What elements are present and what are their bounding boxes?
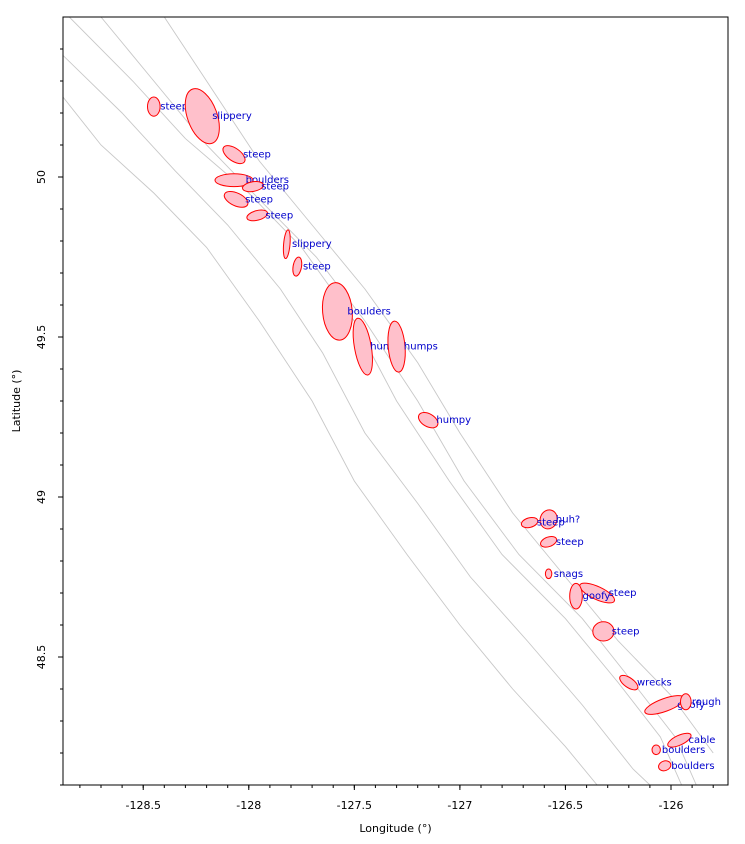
- hazard-zone-goofy: [569, 582, 583, 610]
- hazard-zone-boulders: [321, 282, 353, 341]
- hazard-zone-label: humpy: [436, 415, 471, 426]
- hazard-zone-label: steep: [261, 182, 289, 193]
- hazard-zone-steep: [579, 582, 616, 604]
- hazard-zone-label: humpy: [370, 342, 405, 353]
- y-axis-title: Latitude (°): [10, 370, 23, 433]
- x-tick-label: -126: [659, 799, 684, 812]
- hazard-zone-label: goofy: [583, 591, 611, 602]
- depth-contour-line: [63, 96, 598, 785]
- hazard-zone-label: wrecks: [637, 678, 672, 689]
- depth-contour-line: [163, 17, 714, 754]
- x-tick-label: -126.5: [548, 799, 583, 812]
- hazard-zone-humpy: [417, 412, 439, 429]
- x-tick-label: -128.5: [125, 799, 160, 812]
- hazard-zone-steep: [520, 516, 539, 529]
- hazard-zone-steep: [246, 209, 269, 222]
- hazard-zone-steep: [242, 181, 264, 193]
- hazard-zone-label: steep: [245, 194, 273, 205]
- hazard-zone-slippery: [282, 229, 291, 260]
- hazard-zone-label: steep: [612, 626, 640, 637]
- hazard-zone-steep: [147, 96, 161, 117]
- hazard-zone-label: boulders: [662, 745, 705, 756]
- hazard-zone-boulders: [651, 744, 661, 756]
- hazard-zone-label: steep: [243, 150, 271, 161]
- hazard-zone-humpy: [352, 317, 373, 376]
- hazard-zone-label: steep: [265, 210, 293, 221]
- hazard-zone-snags: [544, 568, 553, 580]
- y-axis: 48.5 49 49.5 50: [35, 48, 63, 786]
- y-tick-label: 50: [35, 170, 48, 184]
- hazard-zone-label: steep: [556, 537, 584, 548]
- x-axis-title: Longitude (°): [359, 822, 431, 835]
- hazard-zone-wrecks: [619, 674, 639, 691]
- hazard-zone-label: cable: [689, 735, 716, 746]
- hazard-zone-cable: [667, 732, 692, 748]
- plot-area: steepslipperysteepboulderssteepsteepstee…: [63, 17, 721, 785]
- hazard-zone-label: boulders: [671, 761, 714, 772]
- y-tick-label: 48.5: [35, 645, 48, 670]
- hazard-zone-label: slippery: [292, 239, 332, 250]
- y-tick-label: 49: [35, 490, 48, 504]
- hazard-zone-label: steep: [537, 518, 565, 529]
- hazard-zone-steep: [292, 256, 303, 277]
- x-tick-label: -127: [447, 799, 472, 812]
- hazard-zone-boulders: [214, 173, 254, 188]
- hazard-zone-label: steep: [303, 262, 331, 273]
- hazard-zone-label: rough: [692, 697, 721, 708]
- hazard-zone-label: snags: [554, 569, 583, 580]
- depth-contour-line: [68, 17, 683, 785]
- hazard-zone-steep: [223, 190, 249, 208]
- depth-contour-line: [63, 55, 651, 785]
- hazard-zone-rough: [680, 693, 692, 711]
- hazard-zone-boulders: [658, 760, 672, 772]
- hazard-zone-label: slippery: [212, 111, 252, 122]
- hazard-zone-huh: [539, 509, 558, 530]
- hazard-zone-label: huh?: [556, 514, 580, 525]
- hazard-zone-label: steep: [160, 102, 188, 113]
- hazard-zone-label: steep: [609, 588, 637, 599]
- hazard-zone-label: humps: [404, 342, 438, 353]
- x-tick-label: -128: [236, 799, 261, 812]
- x-axis: -128.5 -128 -127.5 -127 -126.5 -126: [79, 785, 714, 812]
- hazard-zone-label: boulders: [246, 175, 289, 186]
- depth-contour-line: [100, 17, 697, 785]
- hazard-zone-humps: [387, 320, 406, 373]
- x-tick-label: -127.5: [337, 799, 372, 812]
- plot-frame: [62, 16, 729, 786]
- y-tick-label: 49.5: [35, 325, 48, 350]
- hazard-zone-slippery: [184, 88, 220, 145]
- hazard-zone-steep: [592, 621, 615, 642]
- hazard-zone-label: goofy: [677, 700, 705, 711]
- hazard-zone-steep: [222, 145, 246, 165]
- hazard-zone-steep: [540, 535, 558, 548]
- hazard-zone-label: boulders: [347, 306, 390, 317]
